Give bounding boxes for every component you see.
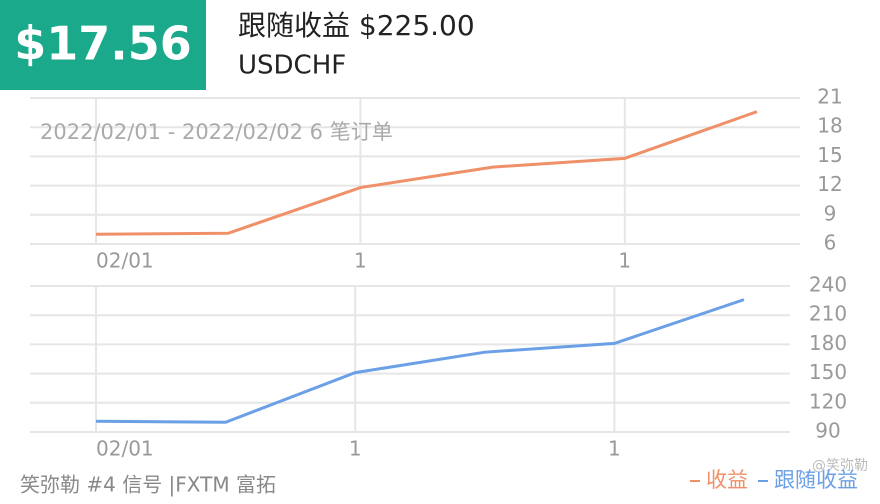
y-tick-label: 90 bbox=[815, 419, 840, 443]
badge: $17.56 bbox=[14, 17, 192, 71]
y-tick-label: 120 bbox=[809, 389, 847, 413]
x-tick-label: 1 bbox=[354, 249, 367, 273]
y-tick-label: 240 bbox=[809, 273, 847, 297]
y-tick-label: 6 bbox=[824, 231, 837, 255]
x-tick-label: 02/01 bbox=[96, 437, 154, 461]
x-tick-label: 1 bbox=[608, 437, 621, 461]
watermark: @笑弥勒 bbox=[812, 457, 868, 474]
legend-label: 收益 bbox=[706, 468, 748, 492]
y-tick-label: 9 bbox=[824, 201, 837, 225]
y-tick-label: 180 bbox=[809, 331, 847, 355]
y-tick-label: 18 bbox=[817, 114, 842, 138]
source: 笑弥勒 #4 信号 |FXTM 富拓 bbox=[20, 473, 276, 497]
line bbox=[95, 298, 745, 424]
y-tick-label: 12 bbox=[817, 172, 842, 196]
legend: 收益 跟随收益 bbox=[690, 468, 858, 492]
x-tick-label: 1 bbox=[618, 249, 631, 273]
header-title: 跟随收益 $225.00 bbox=[238, 9, 475, 42]
y-tick-label: 150 bbox=[809, 360, 847, 384]
badge-bg bbox=[0, 0, 206, 90]
x-tick-label: 1 bbox=[349, 437, 362, 461]
subtitle: 2022/02/01 - 2022/02/02 6 笔订单 bbox=[40, 120, 393, 144]
x-tick-label: 02/01 bbox=[96, 249, 154, 273]
symbol: USDCHF bbox=[238, 51, 346, 81]
line bbox=[95, 110, 758, 236]
y-tick-label: 15 bbox=[817, 143, 842, 167]
legend-label: 跟随收益 bbox=[774, 468, 858, 492]
y-tick-label: 210 bbox=[809, 302, 847, 326]
y-tick-label: 21 bbox=[817, 85, 842, 109]
